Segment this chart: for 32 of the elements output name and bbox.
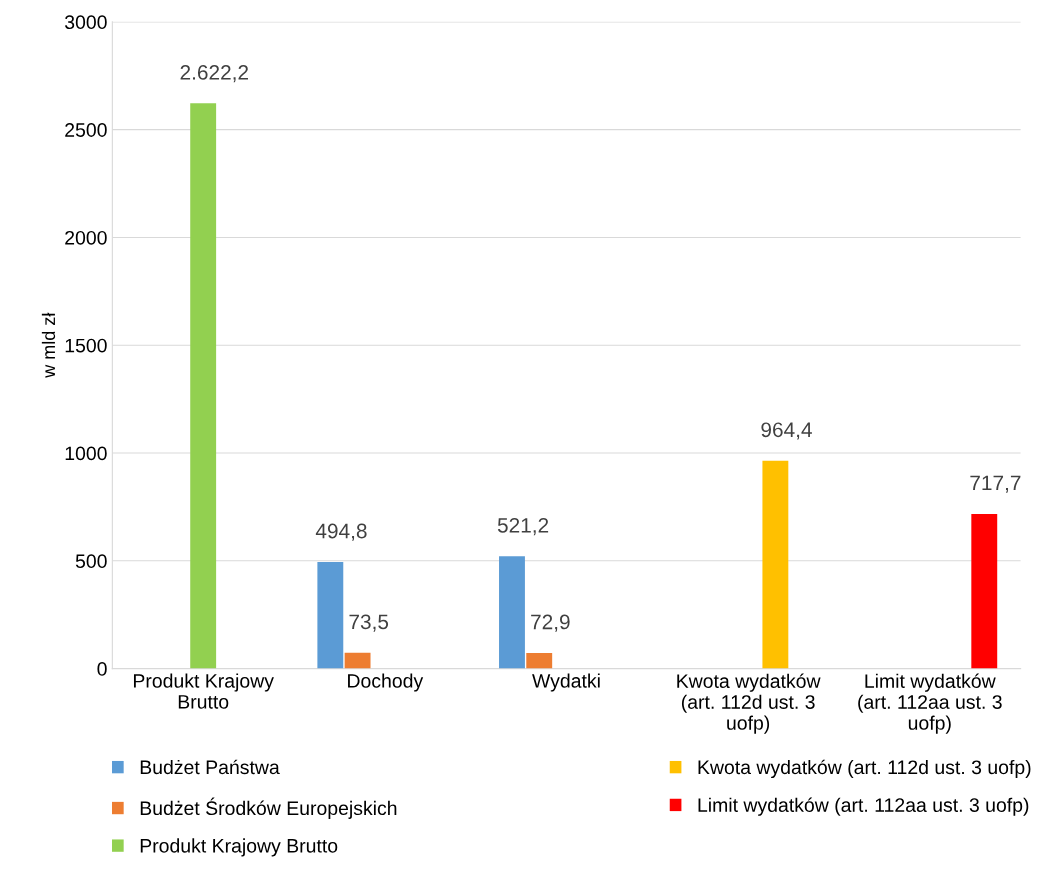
legend-label: Limit wydatków (art. 112aa ust. 3 uofp) xyxy=(698,797,1029,816)
legend-label: Budżet Państwa xyxy=(140,759,280,775)
legend-label: Budżet Środków Europejskich xyxy=(140,797,397,819)
y-tick-label: 2000 xyxy=(65,230,107,245)
x-tick-label: Produkt Krajowy Brutto xyxy=(133,673,274,709)
y-tick-label: 1500 xyxy=(65,338,107,353)
bar xyxy=(526,652,553,669)
data-label: 964,4 xyxy=(761,422,812,440)
legend-label: Produkt Krajowy Brutto xyxy=(140,838,338,857)
bar xyxy=(971,513,998,669)
data-label: 2.622,2 xyxy=(180,64,248,83)
y-axis-title: w mld zł xyxy=(41,312,56,378)
x-tick-label: Kwota wydatków (art. 112d ust. 3 uofp) xyxy=(677,673,821,734)
bar xyxy=(762,460,789,669)
data-label: 521,2 xyxy=(497,517,549,536)
y-tick-label: 3000 xyxy=(64,15,107,30)
bar xyxy=(317,561,344,669)
x-tick-label: Dochody xyxy=(348,673,424,692)
legend-label: Kwota wydatków (art. 112d ust. 3 uofp) xyxy=(698,759,1031,779)
data-label: 72,9 xyxy=(531,614,570,632)
bar xyxy=(344,652,371,669)
data-label: 73,5 xyxy=(349,614,389,632)
y-tick-label: 0 xyxy=(97,662,107,676)
x-tick-label: Limit wydatków (art. 112aa ust. 3 uofp) xyxy=(858,673,1002,734)
y-tick-label: 1000 xyxy=(65,446,107,461)
data-label: 494,8 xyxy=(315,523,367,541)
data-label: 717,7 xyxy=(970,475,1021,493)
x-tick-label: Wydatki xyxy=(532,673,600,692)
bar xyxy=(499,556,525,669)
bar xyxy=(190,103,217,669)
y-tick-label: 2500 xyxy=(65,123,107,137)
y-tick-label: 500 xyxy=(75,554,107,569)
